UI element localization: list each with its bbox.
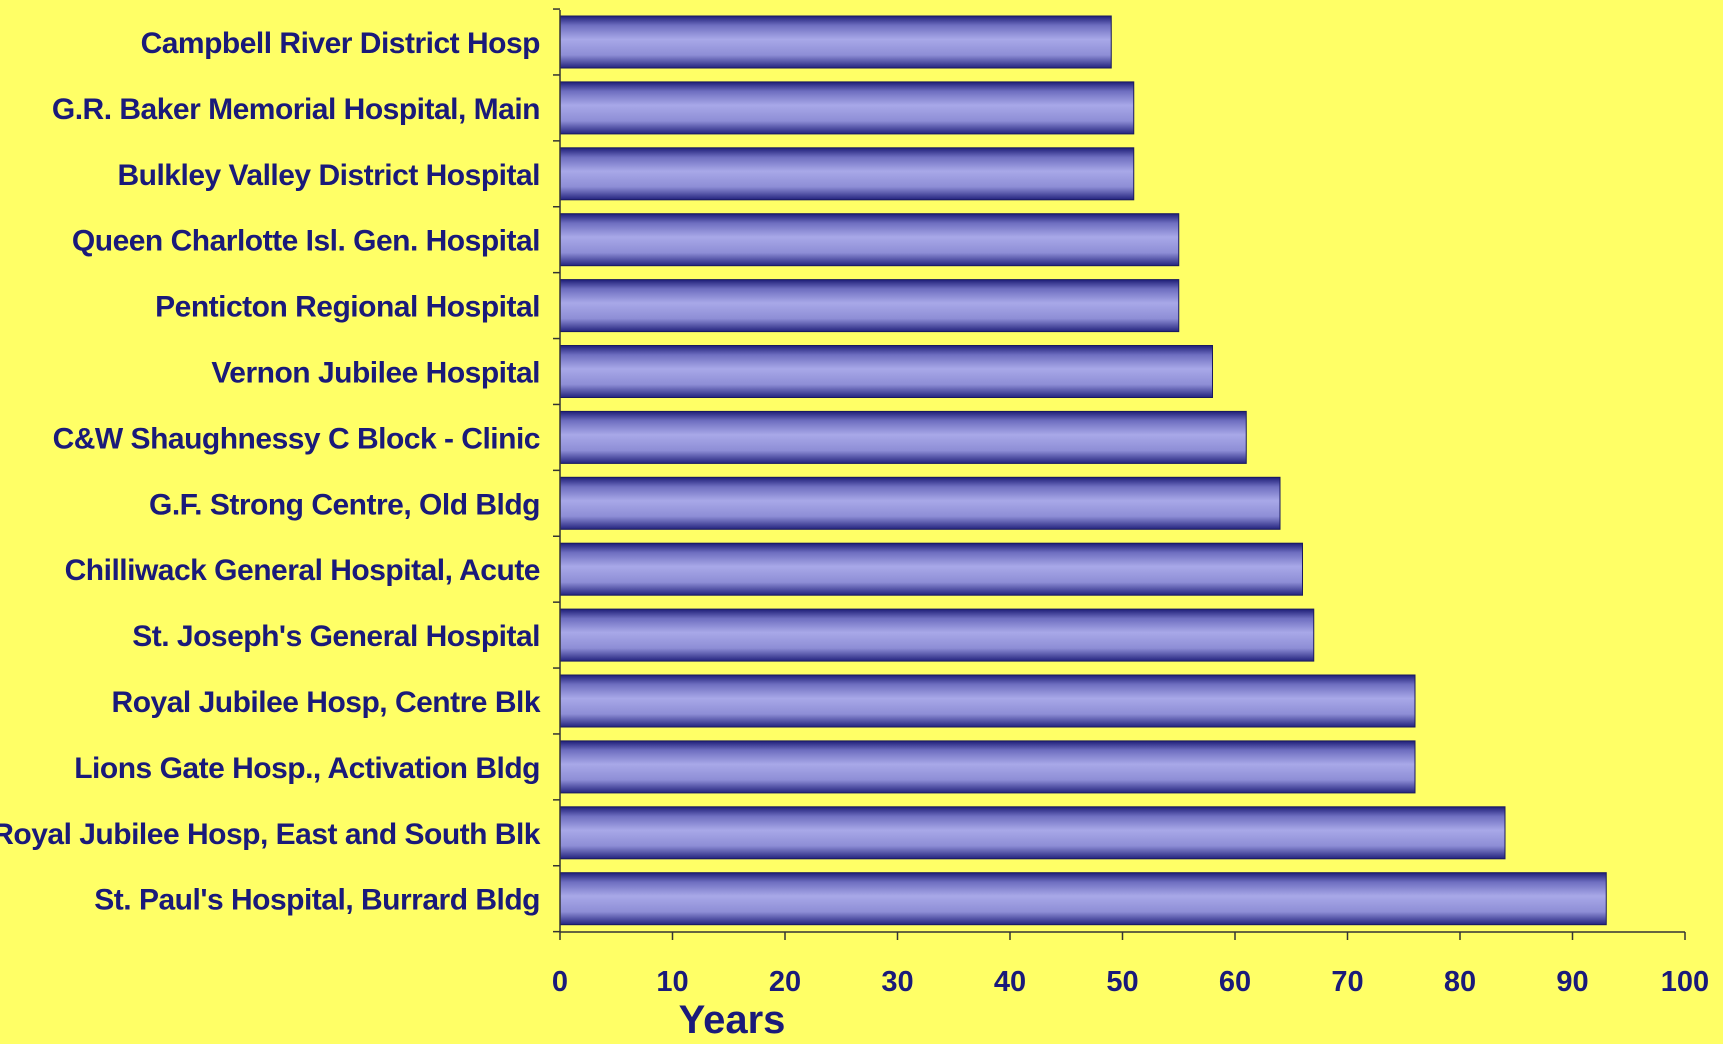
bar [559,345,1213,398]
x-tick-label: 40 [994,966,1026,998]
category-label: G.F. Strong Centre, Old Bldg [149,488,540,521]
x-tick-label: 0 [552,966,568,998]
bar [559,740,1416,794]
x-tick-label: 100 [1661,966,1709,998]
x-tick-label: 90 [1556,966,1588,998]
category-label: Queen Charlotte Isl. Gen. Hospital [72,225,540,258]
bar [559,476,1281,530]
x-tick-label: 30 [881,966,913,998]
bar [559,81,1135,135]
bar [559,279,1180,333]
bar [559,872,1607,926]
bar [559,542,1303,596]
bar [559,608,1315,662]
category-label: St. Paul's Hospital, Burrard Bldg [94,884,540,917]
category-labels: Campbell River District Hosp G.R. Baker M… [0,27,541,917]
x-axis-title: Years [679,998,786,1039]
bar [559,410,1247,464]
x-tick-label: 50 [1106,966,1138,998]
category-label: Royal Jubilee Hosp, Centre Blk [112,686,541,719]
category-label: St. Joseph's General Hospital [132,620,540,653]
bar [559,213,1180,267]
x-tick-label: 60 [1219,966,1251,998]
category-label: Chilliwack General Hospital, Acute [65,554,540,587]
x-tick-label: 80 [1444,966,1476,998]
category-label: Vernon Jubilee Hospital [211,357,540,390]
bar [559,806,1506,860]
x-tick-label: 10 [656,966,688,998]
x-tick-label: 70 [1331,966,1363,998]
category-label: Lions Gate Hosp., Activation Bldg [74,752,540,785]
x-tick-label: 20 [769,966,801,998]
category-label: G.R. Baker Memorial Hospital, Main [52,93,540,126]
category-label: Royal Jubilee Hosp, East and South Blk [0,818,541,851]
bars-group [559,15,1607,926]
bar [559,15,1112,69]
category-label: Campbell River District Hosp [141,27,541,60]
category-label: Bulkley Valley District Hospital [117,159,540,192]
category-label: C&W Shaughnessy C Block - Clinic [53,422,540,455]
category-label: Penticton Regional Hospital [155,291,540,324]
bar [559,674,1416,728]
axes-group [553,8,1686,940]
x-tick-labels: 0 10 20 30 40 50 60 70 80 90 100 [552,966,1709,998]
bar [559,147,1135,201]
